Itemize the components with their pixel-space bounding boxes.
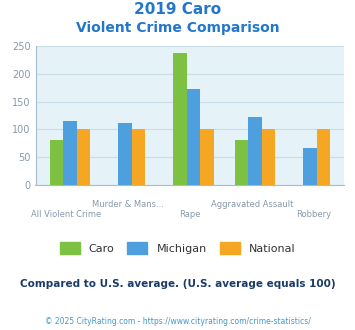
Bar [63,121,77,185]
Text: Murder & Mans...: Murder & Mans... [92,200,164,209]
Legend: Caro, Michigan, National: Caro, Michigan, National [54,237,301,259]
Text: 2019 Caro: 2019 Caro [134,2,221,16]
Text: Aggravated Assault: Aggravated Assault [211,200,293,209]
Text: Rape: Rape [179,210,201,218]
Bar [77,129,90,185]
Text: All Violent Crime: All Violent Crime [31,210,102,218]
Bar [132,129,145,185]
Bar [303,148,317,185]
Bar [173,53,186,185]
Bar [118,123,132,185]
Text: Compared to U.S. average. (U.S. average equals 100): Compared to U.S. average. (U.S. average … [20,279,335,289]
Bar [262,129,275,185]
Bar [200,129,214,185]
Bar [248,116,262,185]
Bar [50,141,63,185]
Text: Violent Crime Comparison: Violent Crime Comparison [76,21,279,35]
Bar [186,89,200,185]
Text: Robbery: Robbery [296,210,331,218]
Bar [235,141,248,185]
Bar [317,129,330,185]
Text: © 2025 CityRating.com - https://www.cityrating.com/crime-statistics/: © 2025 CityRating.com - https://www.city… [45,317,310,326]
